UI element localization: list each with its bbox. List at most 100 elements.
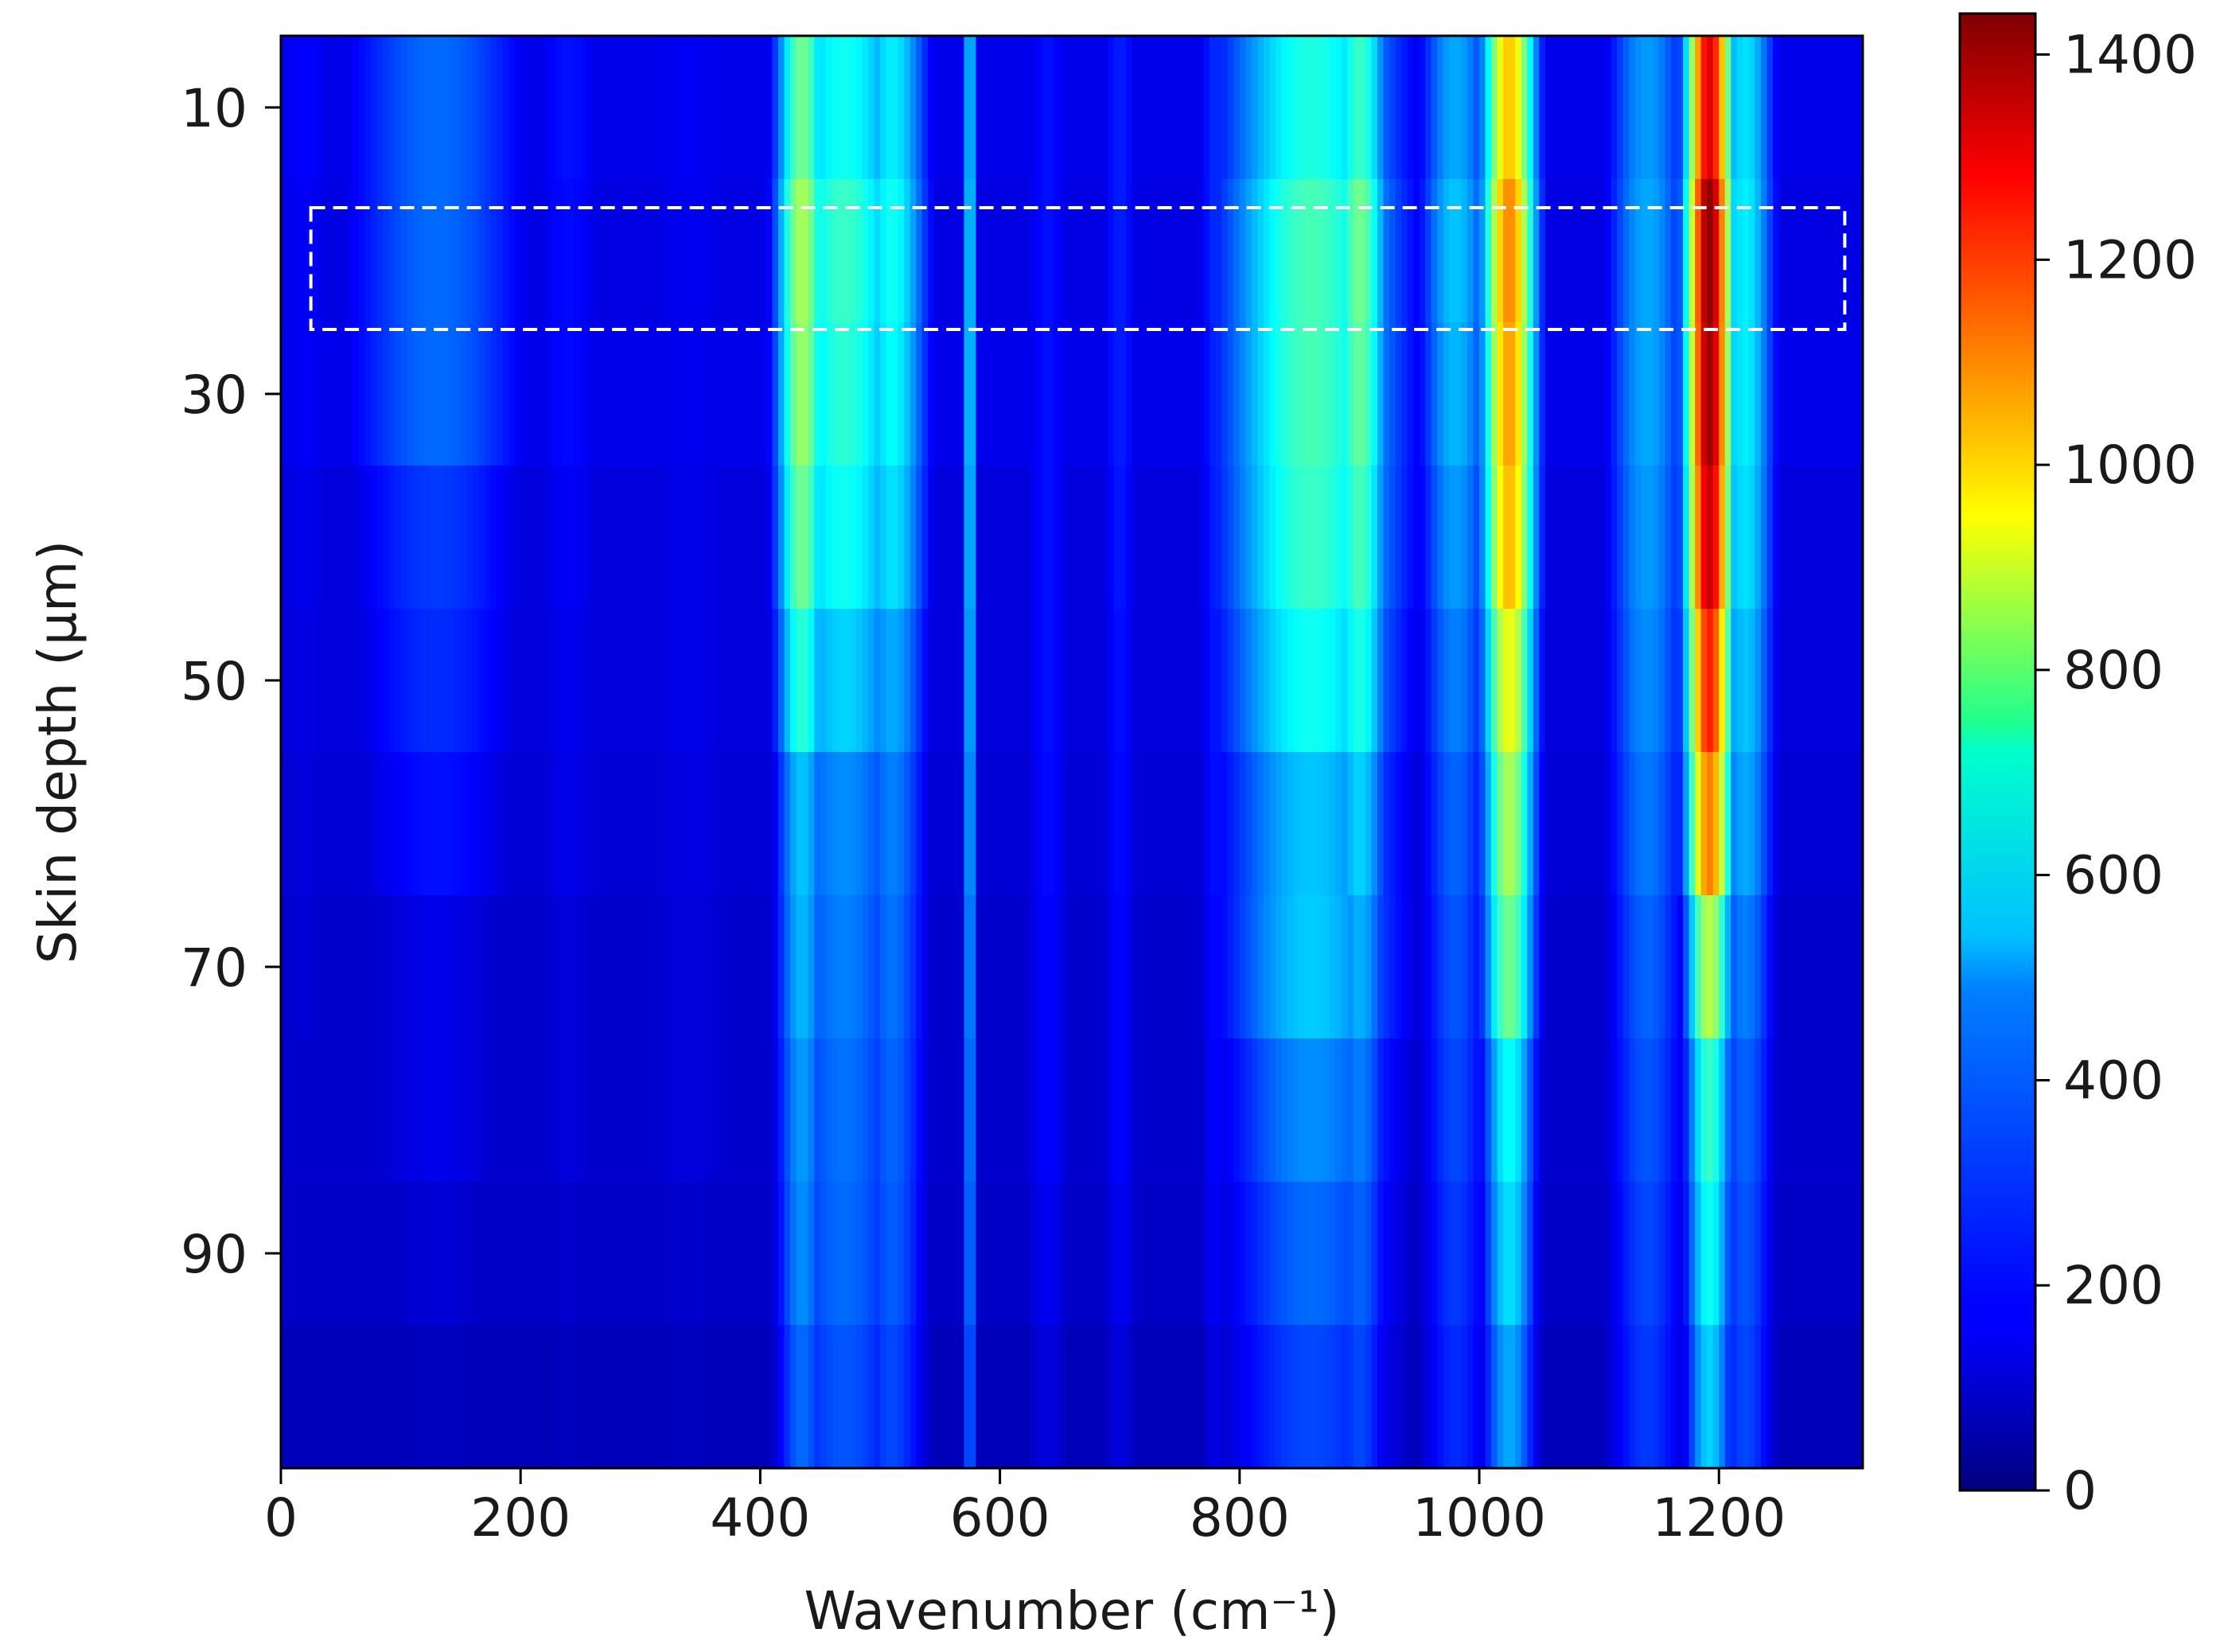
heatmap-cell bbox=[1790, 179, 1798, 323]
heatmap-cell bbox=[1544, 1038, 1552, 1183]
heatmap-cell bbox=[652, 895, 660, 1039]
heatmap-cell bbox=[1509, 1325, 1517, 1469]
heatmap-cell bbox=[412, 1038, 419, 1183]
heatmap-cell bbox=[688, 609, 695, 753]
heatmap-cell bbox=[898, 1038, 905, 1183]
heatmap-cell bbox=[664, 322, 672, 466]
heatmap-cell bbox=[352, 179, 360, 323]
heatmap-cell bbox=[610, 466, 617, 610]
heatmap-cell bbox=[358, 466, 366, 610]
heatmap-cell bbox=[1743, 1325, 1750, 1469]
heatmap-cell bbox=[1198, 36, 1205, 180]
heatmap-cell bbox=[1755, 895, 1762, 1039]
heatmap-cell bbox=[286, 1325, 294, 1469]
heatmap-cell bbox=[478, 466, 485, 610]
heatmap-cell bbox=[1521, 895, 1529, 1039]
heatmap-cell bbox=[1347, 752, 1354, 896]
heatmap-cell bbox=[1018, 179, 1025, 323]
heatmap-cell bbox=[1317, 179, 1325, 323]
heatmap-cell bbox=[1299, 1325, 1307, 1469]
heatmap-cell bbox=[317, 609, 324, 753]
heatmap-cell bbox=[1833, 1038, 1840, 1183]
heatmap-cell bbox=[724, 322, 731, 466]
heatmap-cell bbox=[1736, 895, 1744, 1039]
heatmap-cell bbox=[892, 179, 899, 323]
heatmap-cell bbox=[1515, 36, 1522, 180]
heatmap-cell bbox=[598, 466, 606, 610]
heatmap-cell bbox=[1323, 1325, 1330, 1469]
heatmap-cell bbox=[700, 36, 707, 180]
heatmap-cell bbox=[1850, 752, 1858, 896]
heatmap-cell bbox=[1359, 609, 1366, 753]
heatmap-cell bbox=[802, 322, 809, 466]
heatmap-cell bbox=[1341, 1182, 1349, 1326]
heatmap-cell bbox=[1215, 609, 1223, 753]
heatmap-cell bbox=[1539, 609, 1546, 753]
heatmap-cell bbox=[880, 466, 887, 610]
heatmap-cell bbox=[616, 752, 624, 896]
heatmap-cell bbox=[370, 1182, 378, 1326]
heatmap-cell bbox=[928, 895, 935, 1039]
heatmap-cell bbox=[442, 609, 450, 753]
heatmap-cell bbox=[1395, 179, 1402, 323]
heatmap-cell bbox=[1227, 609, 1235, 753]
heatmap-cell bbox=[843, 609, 851, 753]
heatmap-cell bbox=[1731, 466, 1738, 610]
heatmap-cell bbox=[329, 1182, 336, 1326]
heatmap-cell bbox=[622, 36, 629, 180]
heatmap-cell bbox=[1251, 895, 1259, 1039]
heatmap-cell bbox=[1413, 895, 1420, 1039]
heatmap-cell bbox=[1137, 179, 1145, 323]
heatmap-cell bbox=[652, 466, 660, 610]
heatmap-cell bbox=[982, 895, 989, 1039]
heatmap-cell bbox=[485, 1038, 492, 1183]
heatmap-cell bbox=[928, 466, 935, 610]
heatmap-cell bbox=[1569, 322, 1576, 466]
heatmap-cell bbox=[580, 1038, 587, 1183]
heatmap-cell bbox=[424, 36, 432, 180]
heatmap-cell bbox=[466, 36, 473, 180]
heatmap-cell bbox=[586, 1038, 594, 1183]
heatmap-cell bbox=[748, 1038, 755, 1183]
heatmap-cell bbox=[1833, 1325, 1840, 1469]
heatmap-cell bbox=[1113, 1182, 1121, 1326]
heatmap-cell bbox=[317, 752, 324, 896]
heatmap-cell bbox=[298, 1325, 306, 1469]
heatmap-cell bbox=[317, 1038, 324, 1183]
heatmap-cell bbox=[676, 752, 684, 896]
heatmap-cell bbox=[1833, 752, 1840, 896]
heatmap-cell bbox=[1443, 179, 1451, 323]
heatmap-cell bbox=[742, 1038, 750, 1183]
heatmap-cell bbox=[322, 1182, 330, 1326]
heatmap-cell bbox=[1203, 322, 1210, 466]
heatmap-cell bbox=[580, 895, 587, 1039]
heatmap-cell bbox=[1755, 609, 1762, 753]
heatmap-cell bbox=[921, 179, 929, 323]
heatmap-cell bbox=[1191, 895, 1198, 1039]
heatmap-cell bbox=[640, 36, 648, 180]
heatmap-cell bbox=[383, 1325, 390, 1469]
heatmap-cell bbox=[1203, 1325, 1210, 1469]
heatmap-cell bbox=[341, 1038, 348, 1183]
heatmap-cell bbox=[550, 895, 558, 1039]
heatmap-cell bbox=[1497, 1038, 1504, 1183]
heatmap-cell bbox=[814, 752, 821, 896]
heatmap-cell bbox=[329, 1325, 336, 1469]
heatmap-cell bbox=[1778, 1038, 1786, 1183]
heatmap-cell bbox=[352, 1325, 360, 1469]
heatmap-cell bbox=[754, 36, 761, 180]
heatmap-cell bbox=[730, 36, 738, 180]
heatmap-cell bbox=[832, 466, 839, 610]
heatmap-cell bbox=[574, 36, 582, 180]
heatmap-cell bbox=[1347, 1038, 1354, 1183]
heatmap-cell bbox=[1707, 1325, 1714, 1469]
heatmap-cell bbox=[1305, 179, 1313, 323]
heatmap-cell bbox=[1587, 895, 1594, 1039]
heatmap-cell bbox=[478, 1325, 485, 1469]
heatmap-cell bbox=[1683, 466, 1690, 610]
heatmap-cell bbox=[383, 1182, 390, 1326]
heatmap-cell bbox=[1802, 895, 1810, 1039]
heatmap-cell bbox=[610, 179, 617, 323]
heatmap-cell bbox=[909, 752, 917, 896]
heatmap-cell bbox=[634, 179, 641, 323]
